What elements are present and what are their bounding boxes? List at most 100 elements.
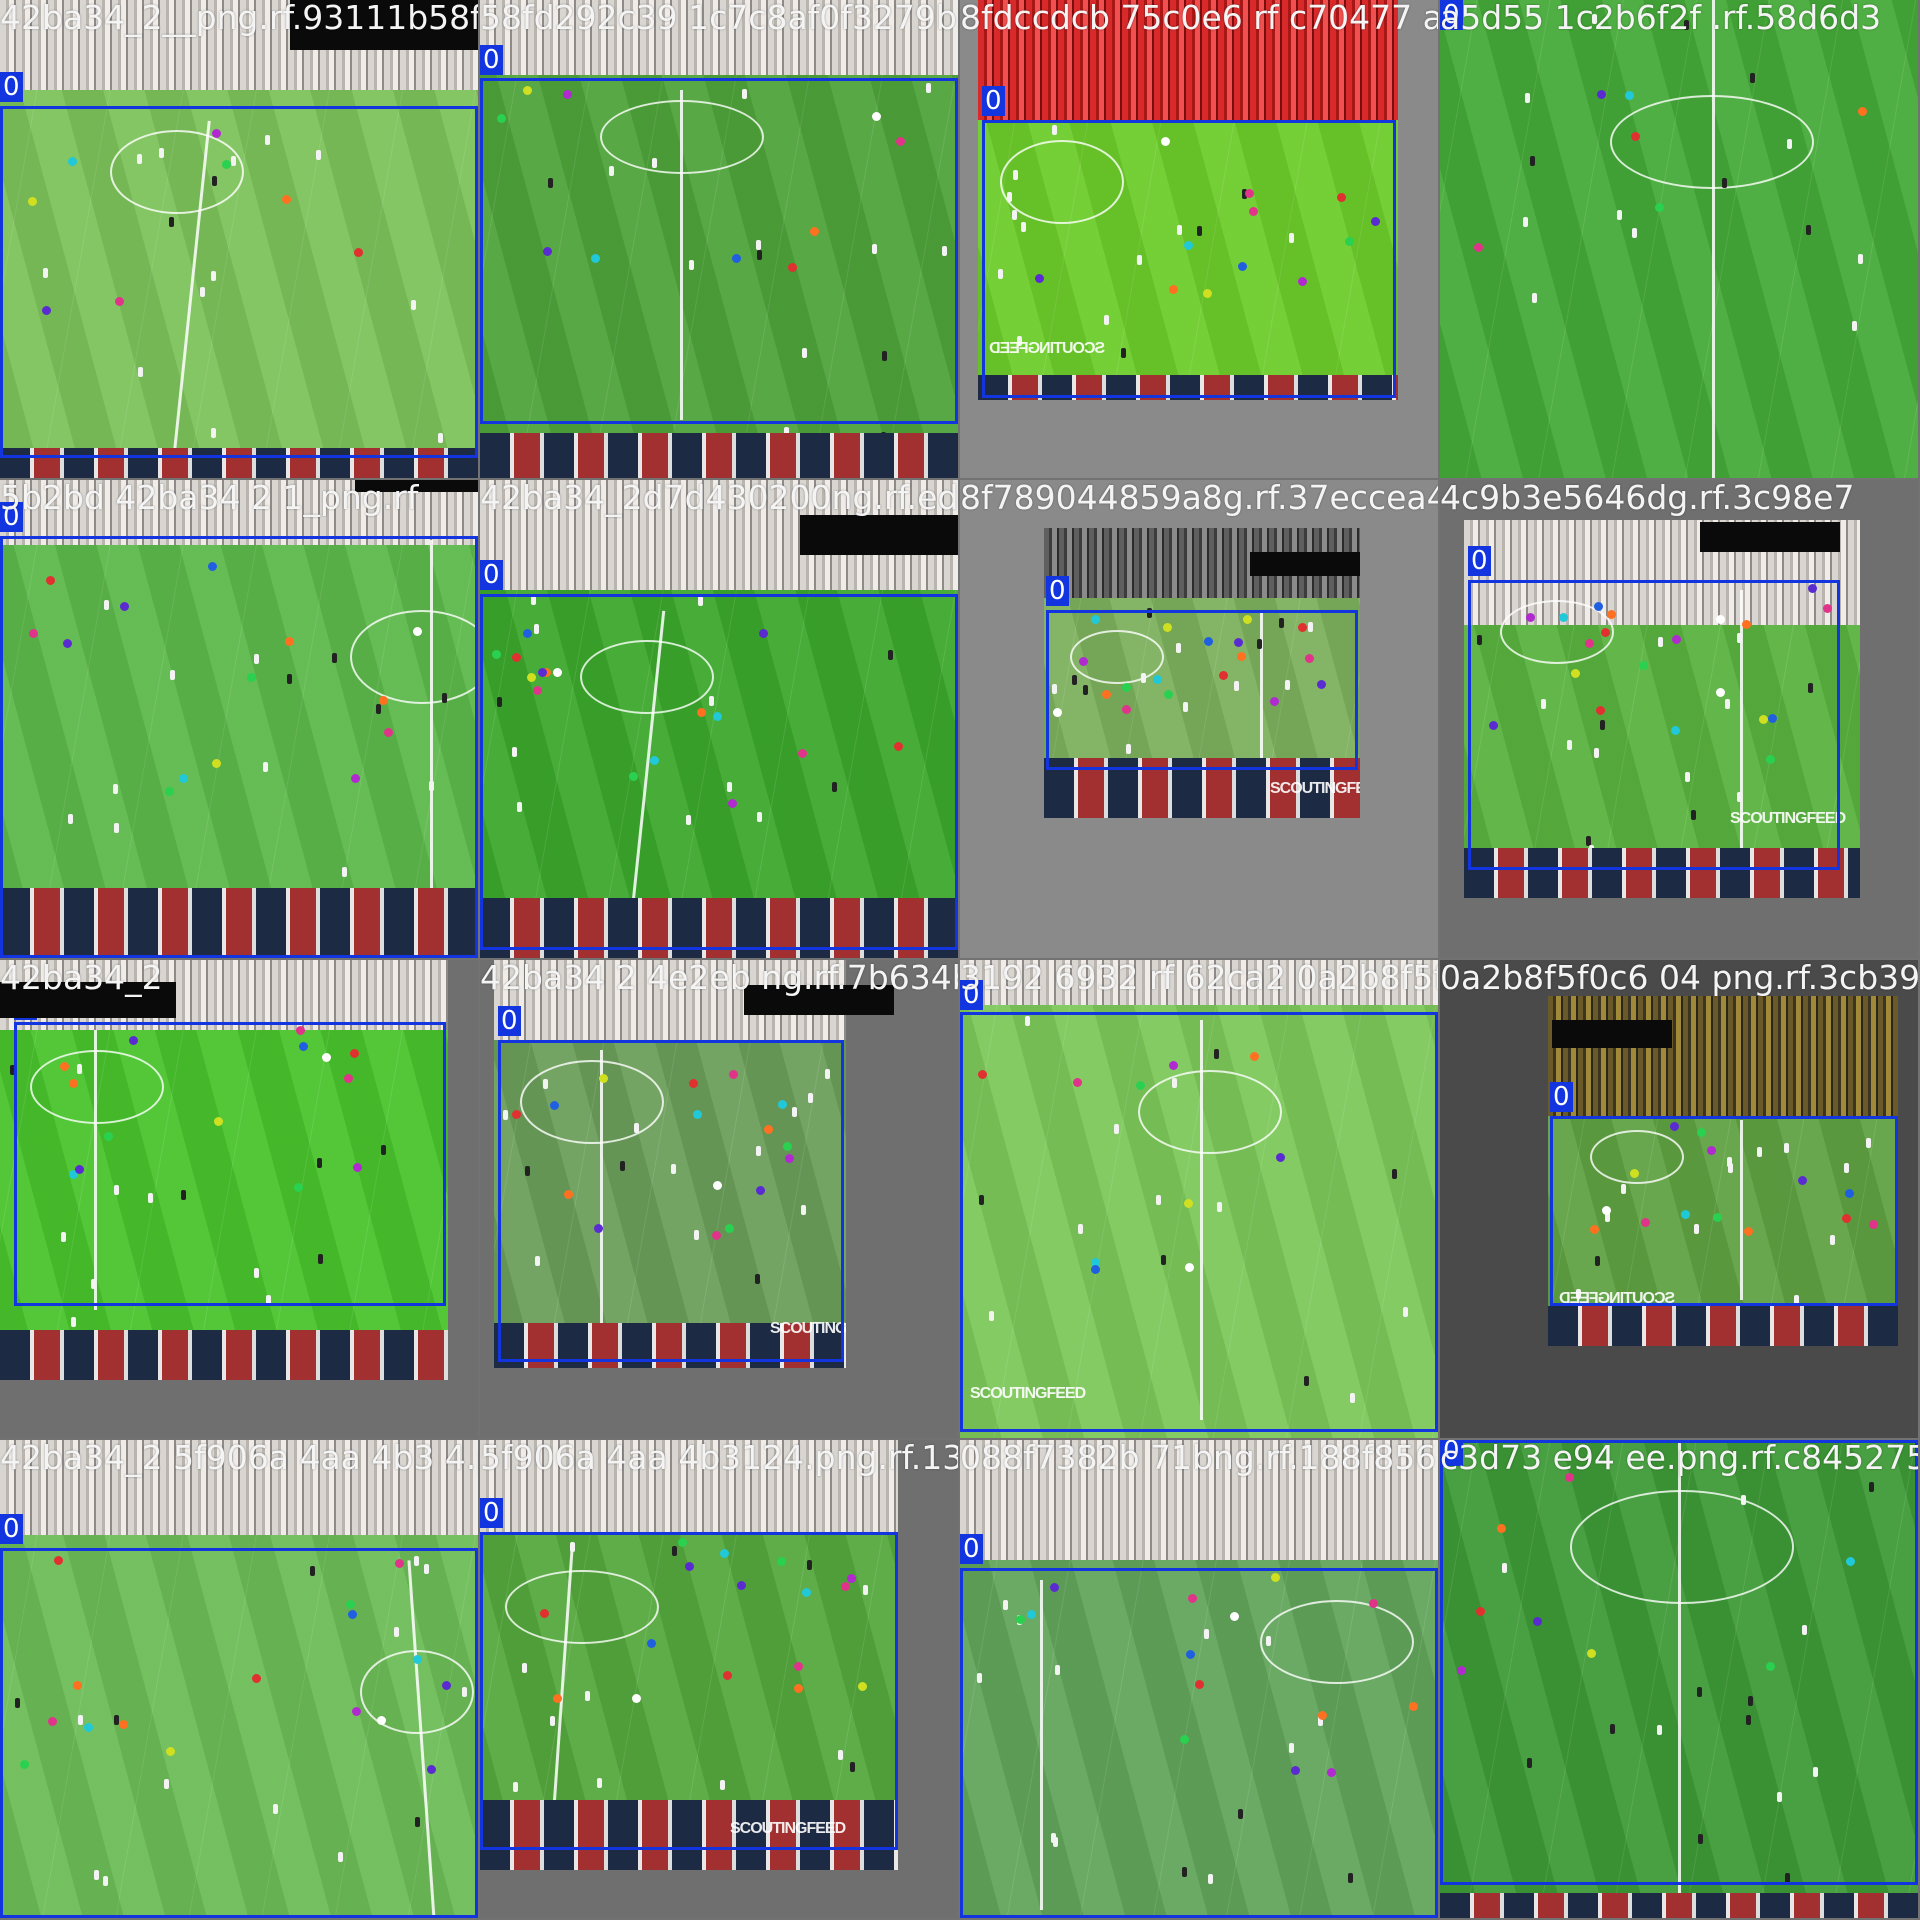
halfway-line (430, 540, 433, 940)
class-label: 0 (498, 1006, 521, 1036)
keypoint-dot (512, 652, 521, 662)
keypoint-dot (103, 1131, 113, 1141)
player (1746, 1715, 1752, 1726)
stadium-photo: SCOUTINGFEED (1548, 996, 1898, 1346)
player (253, 654, 259, 665)
filename-caption: 5f906a 4aa 4b3124.png.rf.13d9292 088f738… (480, 1440, 958, 1477)
class-label: 0 (0, 502, 23, 532)
keypoint-dot (73, 1681, 83, 1691)
player (429, 780, 435, 791)
player (169, 669, 175, 680)
player (159, 148, 165, 159)
player (70, 1317, 76, 1328)
player (1052, 684, 1057, 695)
player (756, 811, 762, 822)
player (1844, 1163, 1850, 1174)
player (1071, 674, 1077, 685)
halfway-line (1260, 610, 1263, 770)
player (755, 1274, 761, 1285)
keypoint-dot (1298, 276, 1308, 286)
pitch-bounding-box (960, 1012, 1438, 1432)
player (1217, 1201, 1223, 1212)
player (1852, 321, 1858, 332)
player (1197, 226, 1203, 237)
keypoint-dot (776, 1556, 786, 1566)
keypoint-dot (1743, 1226, 1753, 1236)
keypoint-dot (688, 1079, 698, 1089)
keypoint-dot (1091, 1265, 1101, 1275)
player (888, 649, 894, 660)
keypoint-dot (212, 129, 222, 139)
mosaic-tile: 0 a5d55 1c2b6f2f .rf.58d6d3 (1440, 0, 1918, 478)
player (1594, 747, 1600, 758)
mosaic-tile: SCOUTINGFEED 0 8fdccdcb 75c0e6 rf c70477 a… (960, 0, 1438, 478)
keypoint-dot (1326, 1767, 1336, 1777)
stadium-photo (480, 0, 958, 478)
player (381, 1144, 387, 1155)
keypoint-dot (677, 1537, 687, 1547)
player (719, 1780, 725, 1791)
keypoint-dot (208, 561, 218, 571)
keypoint-dot (84, 1722, 94, 1732)
filename-caption: 8fdccdcb 75c0e6 rf c70477 a5d55 1c2b6f2f… (960, 0, 1438, 37)
player (1349, 1393, 1355, 1404)
player (756, 240, 762, 251)
stadium-photo (0, 480, 478, 958)
halfway-line (1740, 1120, 1743, 1300)
keypoint-dot (164, 787, 174, 797)
player (524, 1165, 530, 1176)
advertising-boards (1440, 1893, 1918, 1918)
keypoint-dot (427, 1764, 437, 1774)
keypoint-dot (351, 1706, 361, 1716)
player (200, 286, 205, 297)
player (262, 761, 268, 772)
halfway-line (94, 1030, 97, 1310)
pitch-bounding-box (498, 1040, 844, 1362)
keypoint-dot (1768, 714, 1777, 723)
redaction-bar (355, 480, 478, 492)
keypoint-dot (412, 627, 422, 637)
player (1728, 1163, 1734, 1174)
player (698, 596, 703, 607)
player (1683, 20, 1689, 31)
player (1121, 348, 1127, 359)
keypoint-dot (1842, 1213, 1852, 1223)
filename-caption: 0a2b8f5f0c6 04 png.rf.3cb3958 (1440, 960, 1918, 997)
player (1737, 791, 1743, 802)
player (1002, 1599, 1008, 1610)
player (1725, 698, 1731, 709)
keypoint-dot (1681, 1209, 1691, 1219)
player (543, 1078, 549, 1089)
player (1182, 1866, 1188, 1877)
keypoint-dot (1035, 273, 1045, 283)
keypoint-dot (893, 741, 903, 751)
player (78, 1714, 84, 1725)
keypoint-dot (1184, 241, 1194, 251)
keypoint-dot (793, 1662, 803, 1672)
player (1592, 14, 1598, 25)
keypoint-dot (1275, 1152, 1285, 1162)
pitch-bounding-box (480, 1532, 898, 1850)
center-circle (350, 610, 478, 704)
center-circle (1590, 1130, 1684, 1184)
keypoint-dot (1712, 1213, 1722, 1223)
keypoint-dot (1858, 106, 1868, 116)
keypoint-dot (1369, 1599, 1379, 1609)
keypoint-dot (841, 1581, 851, 1591)
keypoint-dot (1593, 602, 1603, 612)
class-label: 0 (480, 1498, 503, 1528)
player (315, 149, 321, 160)
keypoint-dot (755, 1186, 765, 1196)
mosaic-tile: 0 42ba34_2d7d430200ng.rf.ed7d7 8f7890448 … (480, 480, 958, 958)
watermark: SCOUTINGFEED (770, 1320, 846, 1337)
player (513, 1781, 519, 1792)
keypoint-dot (1670, 725, 1680, 735)
redaction-bar (1700, 522, 1840, 552)
keypoint-dot (1706, 1146, 1716, 1156)
player (442, 692, 448, 703)
player (1567, 740, 1573, 751)
keypoint-dot (1639, 660, 1649, 670)
